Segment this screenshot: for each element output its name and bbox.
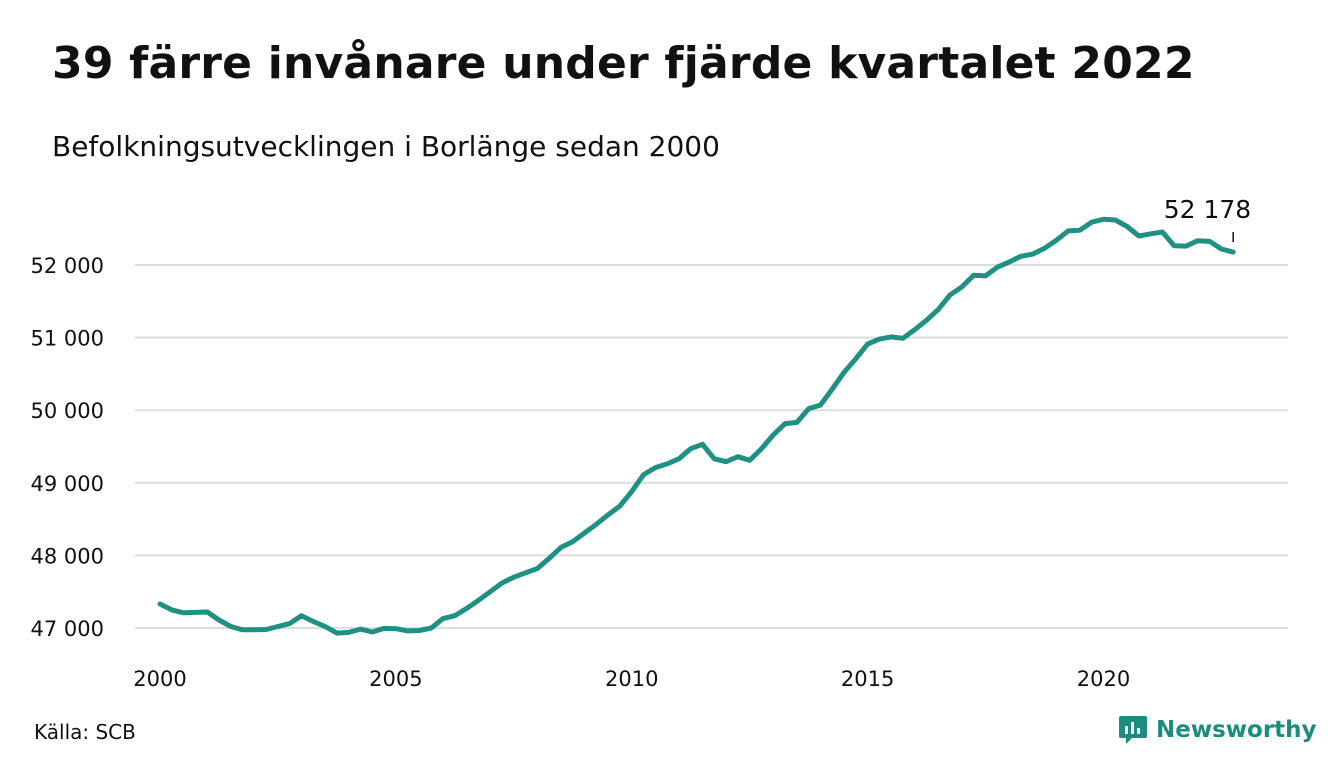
series-group bbox=[157, 216, 1236, 636]
y-tick-label: 49 000 bbox=[31, 472, 104, 496]
source-note: Källa: SCB bbox=[34, 720, 136, 744]
y-axis-ticks: 47 000 48 000 49 000 50 000 51 000 52 000 bbox=[31, 254, 104, 641]
line-chart: 47 000 48 000 49 000 50 000 51 000 52 000 200… bbox=[31, 195, 1288, 691]
x-axis-ticks: 2000 2005 2010 2015 2020 bbox=[133, 667, 1130, 691]
x-tick-label: 2000 bbox=[133, 667, 186, 691]
x-tick-label: 2020 bbox=[1077, 667, 1130, 691]
end-annotation: 52 178 bbox=[1164, 195, 1251, 242]
chart-subtitle: Befolkningsutvecklingen i Borlänge sedan… bbox=[52, 130, 720, 163]
x-tick-label: 2010 bbox=[605, 667, 658, 691]
y-tick-label: 51 000 bbox=[31, 327, 104, 351]
chart-title: 39 färre invånare under fjärde kvartalet… bbox=[52, 38, 1195, 89]
y-tick-label: 48 000 bbox=[31, 544, 104, 568]
gridlines bbox=[135, 264, 1288, 629]
y-tick-label: 50 000 bbox=[31, 399, 104, 423]
y-tick-label: 52 000 bbox=[31, 254, 104, 278]
x-tick-label: 2005 bbox=[369, 667, 422, 691]
series-line bbox=[157, 216, 1236, 636]
brand-logo: Newsworthy bbox=[1118, 714, 1317, 746]
x-tick-label: 2015 bbox=[841, 667, 894, 691]
y-tick-label: 47 000 bbox=[31, 617, 104, 641]
chart-bubble-icon bbox=[1119, 716, 1147, 744]
brand-name: Newsworthy bbox=[1156, 717, 1317, 743]
end-value-label: 52 178 bbox=[1164, 195, 1251, 224]
